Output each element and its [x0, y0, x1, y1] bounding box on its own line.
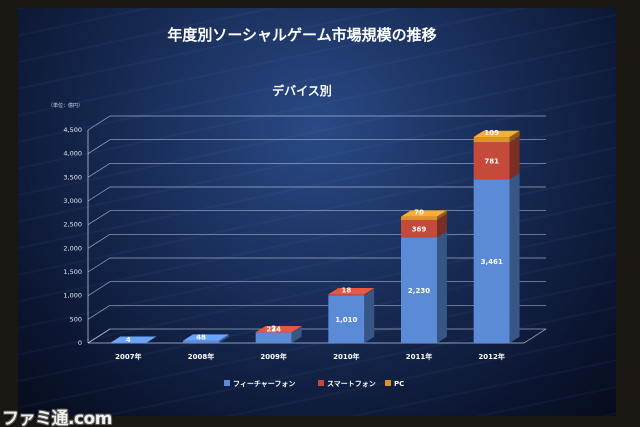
stacked-bar-chart: 年度別ソーシャルゲーム市場規模の推移 デバイス別 （単位：億円） 0 500 1,0… [48, 26, 547, 388]
bar-スマートフォン-front [401, 219, 437, 238]
y-tick-label: 2,500 [63, 221, 82, 229]
bar-top-face [473, 130, 520, 138]
legend-swatch [385, 380, 391, 386]
y-tick-label: 3,000 [63, 197, 82, 205]
unit-label: （単位：億円） [48, 102, 83, 109]
data-label: 781 [484, 158, 499, 166]
data-label: 224 [266, 325, 281, 333]
bar-スマートフォン-front [473, 142, 510, 180]
data-label: 109 [484, 129, 499, 137]
y-tick-label: 500 [70, 315, 82, 323]
bar-スマートフォン-side [437, 213, 447, 238]
data-label: 4 [126, 336, 131, 344]
bar-top-face [183, 334, 229, 341]
bar-top-face [328, 288, 375, 295]
bar-フィーチャーフォン-front [401, 237, 437, 343]
x-tick-label: 2011年 [406, 352, 432, 361]
x-tick-label: 2009年 [260, 352, 286, 361]
gridline [87, 162, 546, 178]
x-tick-label: 2008年 [188, 352, 214, 361]
bar-PC-front [473, 137, 510, 143]
y-tick-label: 1,000 [63, 292, 82, 300]
bar-スマートフォン-side [509, 135, 520, 180]
data-label: 2 [271, 324, 276, 332]
bar-PC-front [401, 216, 437, 220]
bar-フィーチャーフォン-front [328, 295, 365, 343]
bar-top-face [255, 326, 302, 333]
bar-PC-side [509, 130, 520, 143]
data-label: 369 [412, 226, 427, 234]
data-label: 2,230 [408, 287, 430, 295]
gridline [87, 210, 546, 225]
data-label: 1,010 [335, 316, 357, 324]
bar-top-face [401, 210, 447, 217]
bar-フィーチャーフォン-front [473, 179, 510, 343]
x-tick-label: 2007年 [115, 352, 141, 361]
gridline [87, 139, 546, 154]
bar-フィーチャーフォン-side [219, 334, 229, 343]
y-tick-label: 4,000 [63, 150, 82, 158]
chart-title: デバイス別 [272, 83, 332, 98]
y-tick-label: 2,000 [63, 244, 82, 252]
bar-フィーチャーフォン-side [437, 231, 447, 343]
legend-label: スマートフォン [327, 380, 376, 388]
slide-title: 年度別ソーシャルゲーム市場規模の推移 [167, 26, 436, 44]
watermark-logo: ファミ通.com [2, 409, 112, 427]
floor-edge-right [523, 328, 547, 344]
bar-フィーチャーフォン-side [291, 326, 302, 343]
bar-フィーチャーフォン-front [183, 340, 219, 343]
bar-top-face [110, 336, 157, 343]
y-tick-label: 3,500 [63, 173, 82, 181]
legend-swatch [224, 380, 230, 386]
bar-フィーチャーフォン-side [364, 288, 375, 343]
bar-スマートフォン-side [364, 288, 375, 296]
gridline [87, 304, 546, 320]
y-tick-label: 4,500 [63, 126, 82, 134]
x-tick-label: 2010年 [333, 352, 359, 361]
y-tick-label: 1,500 [63, 268, 82, 276]
data-label: 48 [196, 334, 206, 342]
projection-screen: 年度別ソーシャルゲーム市場規模の推移 デバイス別 （単位：億円） 0 500 1,0… [18, 8, 616, 416]
bar-フィーチャーフォン-front [255, 332, 292, 343]
legend-swatch [318, 380, 324, 386]
bar-スマートフォン-front [328, 294, 365, 296]
bar-フィーチャーフォン-side [509, 172, 520, 343]
gridline [87, 281, 546, 296]
gridline [87, 328, 546, 344]
gridline [87, 186, 546, 202]
data-label: 70 [414, 209, 424, 217]
data-label: 3,461 [481, 258, 503, 266]
bar-PC-side [437, 210, 447, 220]
gridline [87, 233, 546, 249]
y-tick-label: 0 [78, 339, 82, 347]
plot-area: 0 500 1,000 1,500 2,000 2,500 3,000 3,500 4,000 4… [63, 115, 547, 361]
gridline [87, 257, 546, 273]
legend-label: PC [394, 380, 404, 388]
legend-label: フィーチャーフォン [233, 380, 295, 388]
gridline [87, 115, 546, 131]
data-label: 18 [341, 286, 351, 294]
x-tick-label: 2012年 [478, 352, 504, 361]
legend: フィーチャーフォン スマートフォン PC [224, 380, 404, 388]
